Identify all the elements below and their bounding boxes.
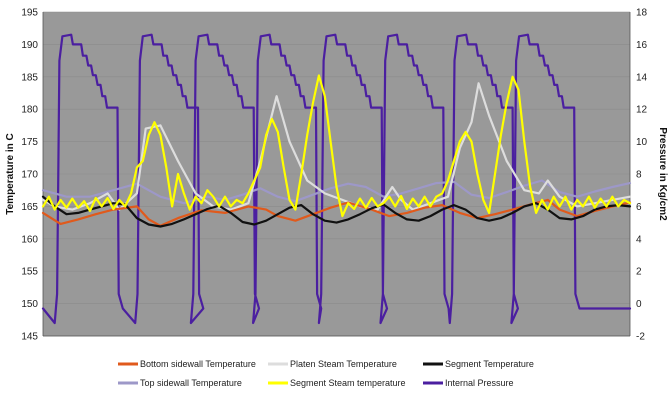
right-tick-label: 2 xyxy=(636,267,642,278)
right-tick-label: 0 xyxy=(636,299,642,310)
legend-item-top-sidewall-temperature: Top sidewall Temperature xyxy=(118,378,242,388)
left-axis-ticks: 195 190 185 180 175 170 165 160 155 150 145 xyxy=(21,8,38,343)
legend-item-segment-steam-temperature: Segment Steam temperature xyxy=(268,378,406,388)
left-tick-label: 190 xyxy=(21,40,38,51)
legend-item-internal-pressure: Internal Pressure xyxy=(423,378,514,388)
legend-item-segment-temperature: Segment Temperature xyxy=(423,359,534,369)
right-tick-label: 14 xyxy=(636,72,648,83)
legend-label: Segment Steam temperature xyxy=(290,378,406,388)
right-tick-label: 18 xyxy=(636,8,648,19)
right-axis-title: Pressure in Kg/cm2 xyxy=(657,127,668,221)
right-tick-label: -2 xyxy=(636,332,645,343)
right-tick-label: 12 xyxy=(636,105,648,116)
legend-label: Segment Temperature xyxy=(445,359,534,369)
legend-label: Bottom sidewall Temperature xyxy=(140,359,256,369)
series-line-internal-pressure xyxy=(41,33,632,325)
legend-label: Platen Steam Temperature xyxy=(290,359,397,369)
legend-item-bottom-sidewall-temperature: Bottom sidewall Temperature xyxy=(118,359,256,369)
left-tick-label: 170 xyxy=(21,170,38,181)
legend-label: Top sidewall Temperature xyxy=(140,378,242,388)
series-line-segment-steam-temperature xyxy=(41,74,632,218)
left-tick-label: 160 xyxy=(21,234,38,245)
left-tick-label: 165 xyxy=(21,202,38,213)
left-tick-label: 185 xyxy=(21,72,38,83)
right-tick-label: 8 xyxy=(636,170,642,181)
right-tick-label: 6 xyxy=(636,202,642,213)
left-tick-label: 180 xyxy=(21,105,38,116)
right-tick-label: 16 xyxy=(636,40,648,51)
right-axis-ticks: 18 16 14 12 10 8 6 4 2 0 -2 xyxy=(636,8,648,343)
series-line-segment-temperature xyxy=(41,195,632,228)
right-tick-label: 10 xyxy=(636,137,648,148)
legend-label: Internal Pressure xyxy=(445,378,514,388)
left-axis-title: Temperature in C xyxy=(5,133,16,215)
left-tick-label: 175 xyxy=(21,137,38,148)
legend: Bottom sidewall Temperature Top sidewall … xyxy=(118,359,534,388)
left-tick-label: 155 xyxy=(21,267,38,278)
legend-item-platen-steam-temperature: Platen Steam Temperature xyxy=(268,359,397,369)
series-lines xyxy=(41,33,632,325)
left-tick-label: 195 xyxy=(21,8,38,19)
series-line-top-sidewall-temperature xyxy=(41,179,632,205)
left-tick-label: 150 xyxy=(21,299,38,310)
left-tick-label: 145 xyxy=(21,332,38,343)
right-tick-label: 4 xyxy=(636,234,642,245)
